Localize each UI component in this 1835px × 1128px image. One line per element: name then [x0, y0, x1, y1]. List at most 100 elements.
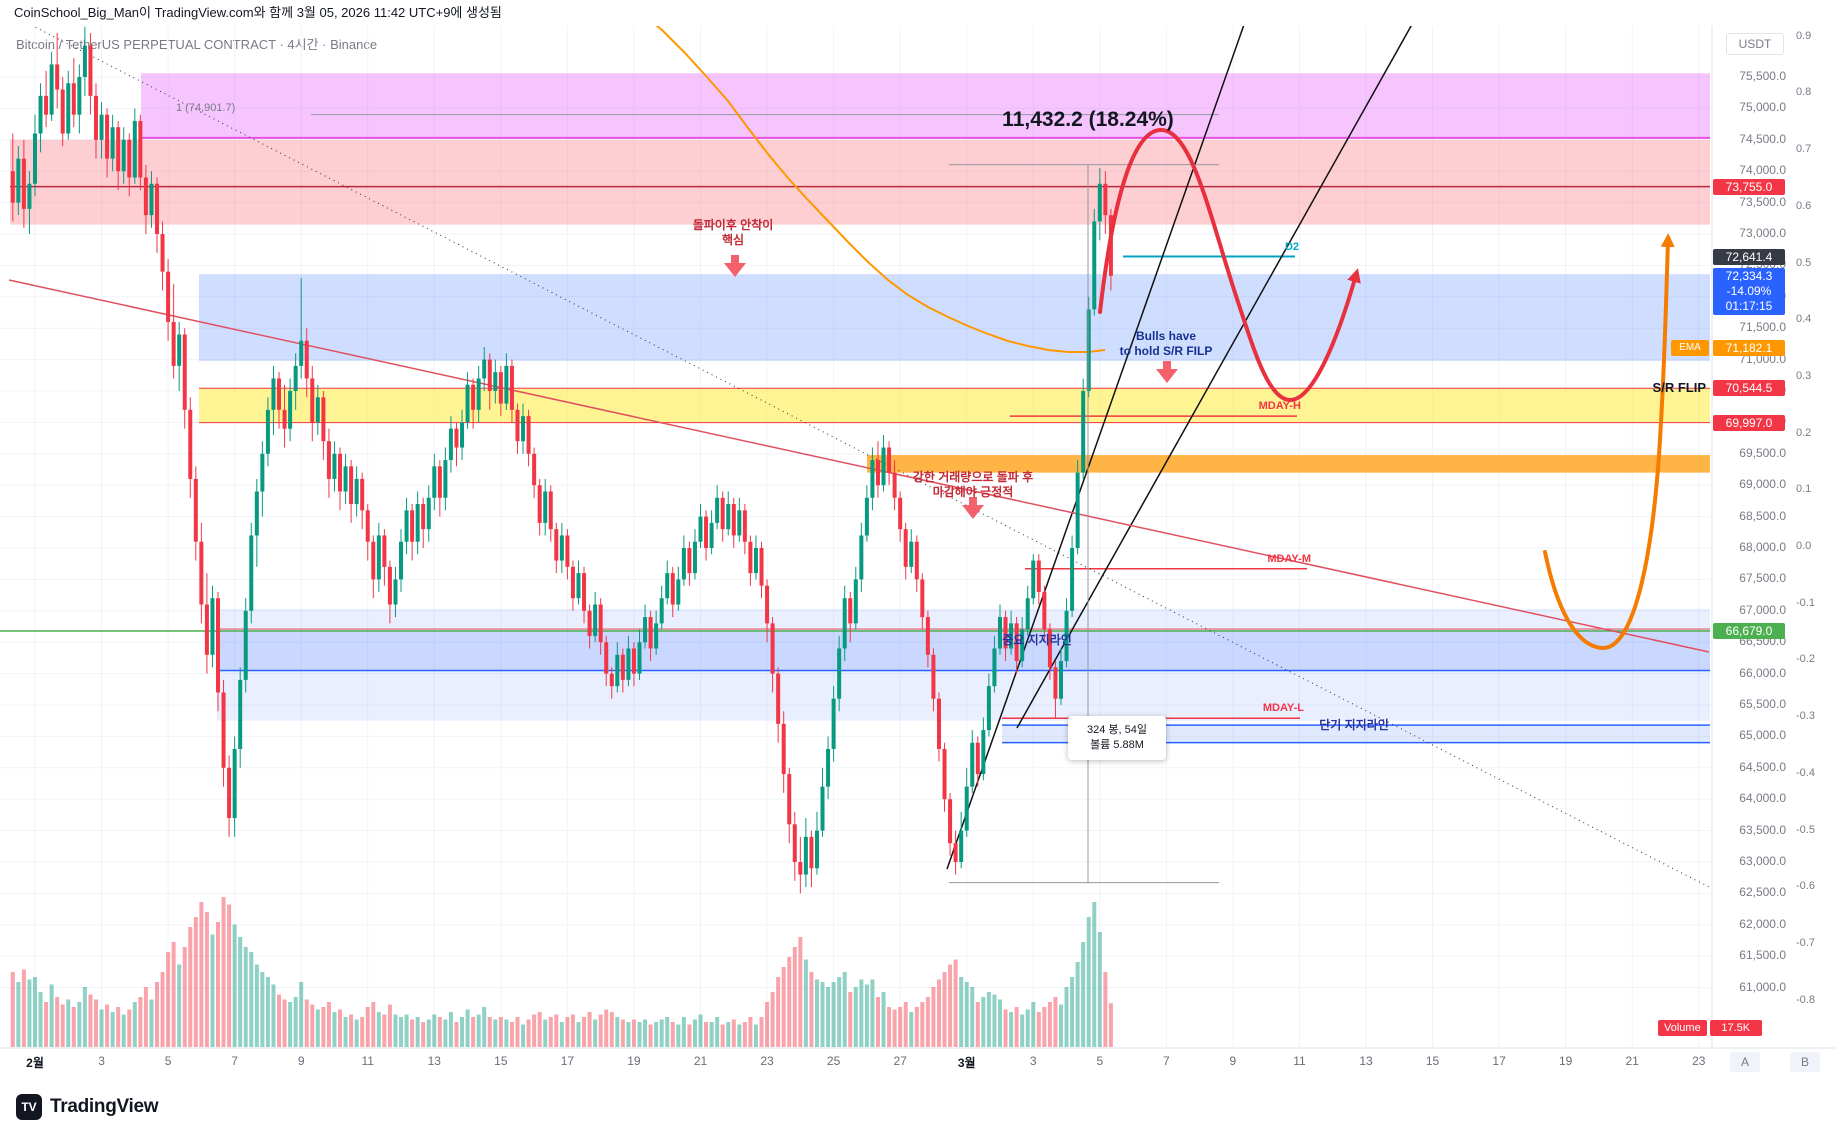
time-scale[interactable]	[0, 1048, 1712, 1076]
ema-badge-prefix: EMA	[1671, 340, 1709, 357]
orange-up-arrow	[1543, 233, 1675, 651]
zone-resistance-zone	[10, 139, 1710, 225]
time-tick: 3월	[957, 1056, 976, 1070]
scale-button-b[interactable]: B	[1790, 1052, 1820, 1072]
price-badge: 71,182.1	[1713, 340, 1785, 357]
price-tick: 66,000.0	[1739, 665, 1786, 680]
candlestick-series	[10, 26, 1113, 894]
time-tick: 23	[1692, 1054, 1706, 1068]
price-badge: 66,679.0	[1713, 622, 1785, 639]
volume-indicator-badge: Volume 17.5K	[1658, 1018, 1762, 1036]
price-tick: 73,500.0	[1739, 194, 1786, 209]
secondary-tick: -0.3	[1796, 710, 1815, 723]
attribution-text: CoinSchool_Big_Man이 TradingView.com와 함께 …	[14, 5, 502, 20]
secondary-tick: -0.1	[1796, 596, 1815, 609]
time-tick: 3	[98, 1054, 105, 1068]
time-tick: 23	[760, 1054, 774, 1068]
tooltip-bars-days: 324 봉, 54일	[1087, 724, 1147, 736]
trend-lines	[0, 8, 1710, 888]
volume-indicator-value: 17.5K	[1709, 1020, 1762, 1036]
red-wave-arrow	[1098, 127, 1361, 402]
time-tick: 21	[1625, 1054, 1639, 1068]
secondary-tick: 0.2	[1796, 426, 1812, 439]
current-price-badge-row: -14.09%	[1726, 283, 1772, 298]
current-price-badge-row: 72,334.3	[1725, 268, 1773, 283]
secondary-tick: 0.9	[1796, 29, 1812, 42]
tooltip-volume: 볼륨 5.88M	[1090, 739, 1144, 751]
note-bulls-line1: Bulls have	[1135, 329, 1197, 343]
secondary-tick: -0.6	[1796, 880, 1815, 893]
note-major-support[interactable]: 중요 지지라인	[1002, 633, 1072, 647]
price-scale[interactable]	[1712, 26, 1788, 1048]
measure-tool-label[interactable]: 11,432.2 (18.24%)	[1002, 108, 1174, 131]
price-tick: 61,000.0	[1739, 979, 1786, 994]
zone-upper-support-zone	[199, 274, 1710, 361]
time-tick: 11	[361, 1054, 374, 1068]
secondary-tick: 0.6	[1796, 199, 1812, 212]
time-tick: 17	[1492, 1054, 1506, 1068]
level-label-mday-l: MDAY-L	[1262, 702, 1304, 715]
note-breakout[interactable]: 돌파이후 안착이 핵심	[653, 218, 813, 248]
measure-tooltip: 324 봉, 54일 볼륨 5.88M	[1068, 716, 1166, 760]
price-tick: 74,500.0	[1739, 131, 1786, 146]
secondary-tick: -0.5	[1796, 823, 1815, 836]
note-volume-line2: 마감해야 긍정적	[932, 485, 1014, 499]
current-price-badge-row: 01:17:15	[1725, 298, 1773, 313]
attribution-bar: CoinSchool_Big_Man이 TradingView.com와 함께 …	[0, 0, 1835, 26]
time-tick: 5	[1096, 1054, 1104, 1068]
red-down-arrow	[962, 497, 984, 519]
note-bulls-line2: to hold S/R FILP	[1119, 344, 1213, 358]
price-tick: 75,500.0	[1739, 69, 1786, 83]
price-tick: 69,500.0	[1739, 445, 1786, 460]
price-tick: 71,500.0	[1739, 320, 1786, 335]
symbol-legend[interactable]: Bitcoin / TetherUS PERPETUAL CONTRACT · …	[16, 34, 377, 53]
price-tick: 63,000.0	[1739, 854, 1786, 868]
volume-series	[10, 897, 1113, 1047]
secondary-tick: 0.5	[1796, 256, 1812, 269]
price-badge: 73,755.0	[1713, 178, 1785, 195]
secondary-tick: 0.4	[1796, 313, 1812, 326]
secondary-tick: -0.7	[1796, 936, 1815, 949]
price-tick: 65,500.0	[1739, 697, 1786, 711]
time-tick: 9	[297, 1054, 305, 1068]
fib-level-label[interactable]: 1 (74,901.7)	[176, 102, 236, 114]
ema-line	[639, 11, 1106, 353]
time-tick: 19	[627, 1054, 641, 1068]
red-down-arrow	[1156, 361, 1178, 383]
sr-flip-label: S/R FLIP	[1652, 380, 1706, 395]
volume-indicator-label: Volume	[1658, 1020, 1707, 1036]
tradingview-logo-icon: TV	[16, 1094, 42, 1120]
price-tick: 67,000.0	[1739, 602, 1786, 617]
time-tick: 25	[826, 1054, 841, 1068]
scale-button-a[interactable]: A	[1730, 1052, 1760, 1072]
secondary-tick: 0.3	[1796, 369, 1812, 382]
secondary-tick: 0.8	[1796, 86, 1812, 99]
price-tick: 69,000.0	[1739, 477, 1786, 492]
measure-tool	[949, 164, 1219, 884]
time-tick: 7	[1163, 1054, 1170, 1068]
secondary-scale[interactable]	[1790, 26, 1835, 1048]
note-bulls[interactable]: Bulls have to hold S/R FILP	[1096, 329, 1236, 359]
secondary-tick: -0.2	[1796, 653, 1815, 666]
time-tick: 27	[893, 1054, 907, 1068]
note-short-term-support[interactable]: 단기 지지라인	[1319, 718, 1389, 732]
level-label-mday-m: MDAY-M	[1267, 552, 1311, 565]
time-tick: 21	[693, 1054, 708, 1068]
tradingview-logo[interactable]: TV TradingView	[16, 1094, 159, 1120]
time-tick: 19	[1558, 1054, 1573, 1068]
time-tick: 15	[1425, 1054, 1440, 1068]
secondary-tick: -0.8	[1796, 993, 1815, 1006]
price-zones	[10, 73, 1710, 743]
time-tick: 9	[1229, 1054, 1237, 1068]
currency-toggle[interactable]: USDT	[1726, 33, 1784, 55]
price-tick: 74,000.0	[1739, 163, 1786, 178]
note-volume-breakout[interactable]: 강한 거래량으로 돌파 후 마감해야 긍정적	[883, 470, 1063, 500]
price-badge: 69,997.0	[1713, 414, 1785, 431]
price-tick: 62,000.0	[1739, 916, 1786, 931]
note-breakout-line1: 돌파이후 안착이	[692, 218, 774, 232]
time-tick: 17	[560, 1054, 575, 1068]
price-tick: 62,500.0	[1739, 885, 1786, 900]
